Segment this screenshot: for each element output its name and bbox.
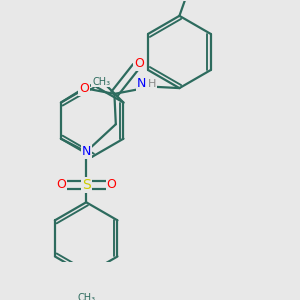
Text: CH₃: CH₃: [77, 293, 95, 300]
Text: S: S: [82, 178, 91, 192]
Text: O: O: [79, 82, 89, 94]
Text: CH₃: CH₃: [92, 77, 110, 87]
Text: N: N: [82, 145, 91, 158]
Text: O: O: [134, 57, 144, 70]
Text: O: O: [106, 178, 116, 191]
Text: O: O: [56, 178, 66, 191]
Text: H: H: [148, 79, 156, 89]
Text: N: N: [137, 77, 146, 90]
